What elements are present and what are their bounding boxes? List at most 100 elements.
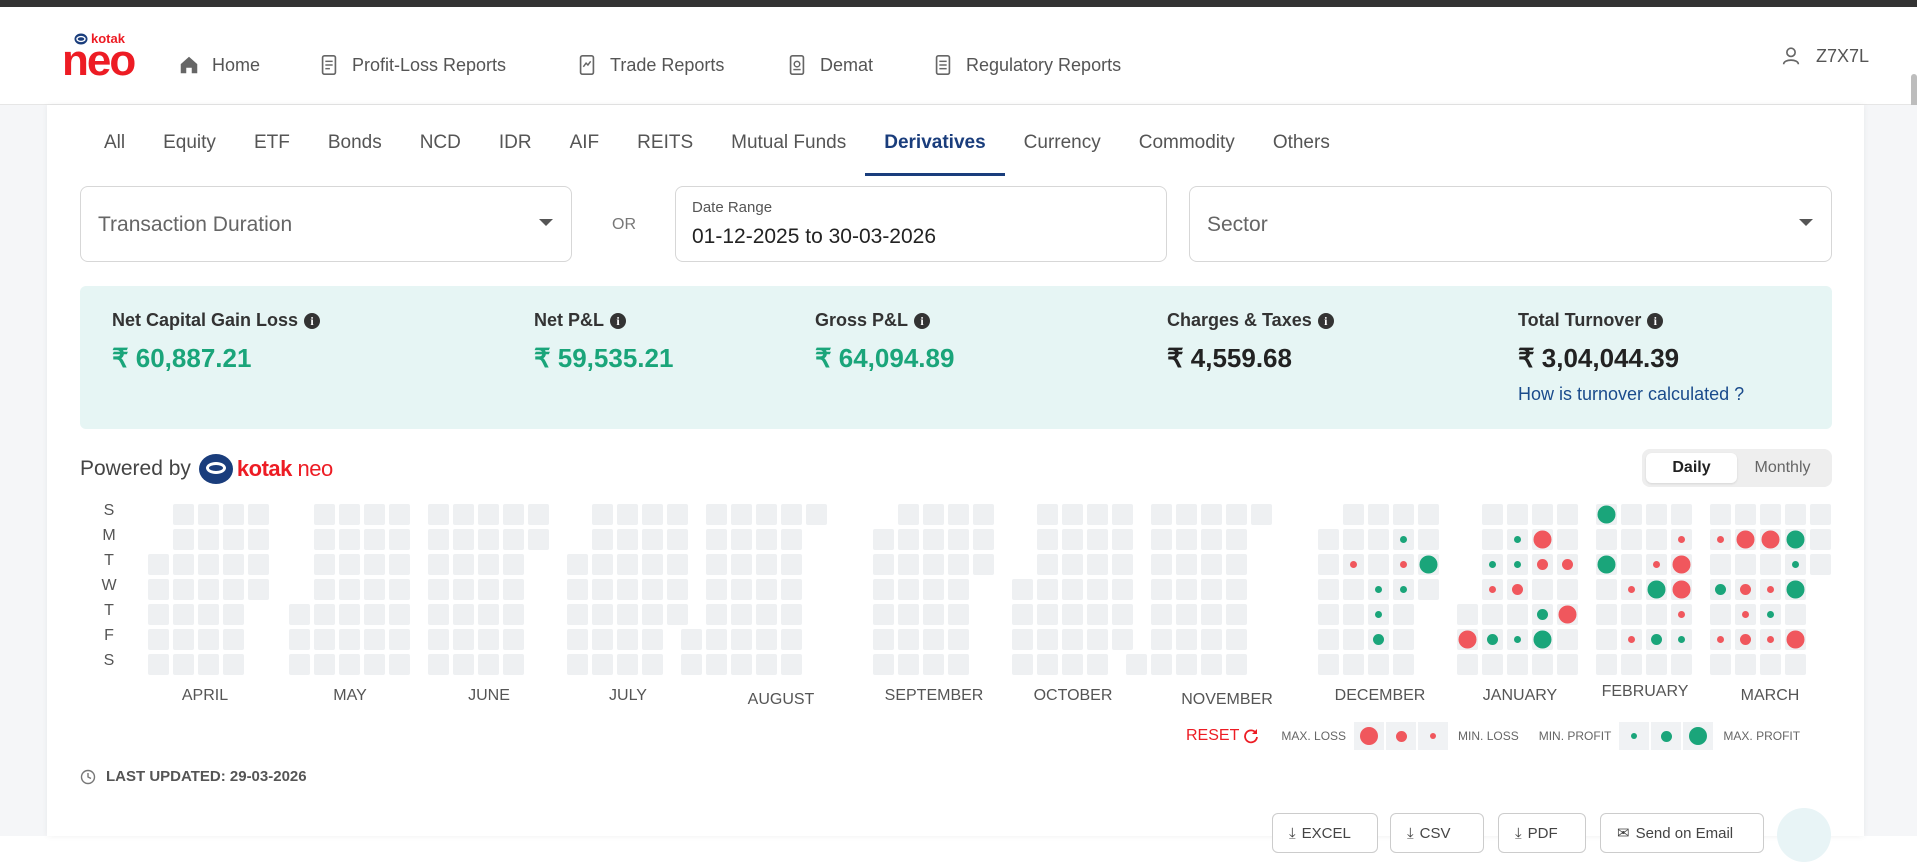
export-excel-button[interactable]: ⤓ EXCEL (1272, 813, 1378, 853)
calendar-day-cell[interactable] (1226, 579, 1247, 600)
loss-day-dot[interactable] (1740, 584, 1751, 595)
loss-day-dot[interactable] (1512, 584, 1523, 595)
sector-select[interactable]: Sector (1189, 186, 1832, 262)
calendar-day-cell[interactable] (756, 579, 777, 600)
calendar-day-cell[interactable] (1151, 604, 1172, 625)
calendar-day-cell[interactable] (898, 579, 919, 600)
info-icon[interactable]: i (1647, 312, 1664, 329)
calendar-day-cell[interactable] (173, 604, 194, 625)
calendar-day-cell[interactable] (617, 504, 638, 525)
turnover-info-link[interactable]: How is turnover calculated ? (1518, 384, 1745, 404)
calendar-day-cell[interactable] (1087, 529, 1108, 550)
calendar-day-cell[interactable] (731, 504, 752, 525)
calendar-day-cell[interactable] (898, 504, 919, 525)
calendar-day-cell[interactable] (198, 504, 219, 525)
calendar-day-cell[interactable] (1201, 604, 1222, 625)
calendar-day-cell[interactable] (1710, 604, 1731, 625)
calendar-day-cell[interactable] (1176, 554, 1197, 575)
loss-day-dot[interactable] (1533, 530, 1552, 549)
calendar-day-cell[interactable] (339, 504, 360, 525)
calendar-day-cell[interactable] (314, 554, 335, 575)
calendar-day-cell[interactable] (1318, 529, 1339, 550)
calendar-day-cell[interactable] (948, 529, 969, 550)
calendar-day-cell[interactable] (1126, 654, 1147, 675)
calendar-day-cell[interactable] (1621, 654, 1642, 675)
calendar-day-cell[interactable] (478, 604, 499, 625)
profit-day-dot[interactable] (1375, 586, 1382, 593)
calendar-day-cell[interactable] (1112, 629, 1133, 650)
calendar-day-cell[interactable] (314, 504, 335, 525)
calendar-day-cell[interactable] (389, 579, 410, 600)
calendar-day-cell[interactable] (478, 504, 499, 525)
nav-demat[interactable]: Demat (786, 45, 873, 85)
loss-day-dot[interactable] (1458, 630, 1477, 649)
calendar-day-cell[interactable] (1710, 504, 1731, 525)
loss-day-dot[interactable] (1628, 636, 1635, 643)
loss-day-dot[interactable] (1767, 586, 1774, 593)
calendar-day-cell[interactable] (1226, 529, 1247, 550)
calendar-day-cell[interactable] (428, 554, 449, 575)
calendar-day-cell[interactable] (781, 579, 802, 600)
calendar-day-cell[interactable] (1037, 604, 1058, 625)
calendar-day-cell[interactable] (1318, 554, 1339, 575)
calendar-day-cell[interactable] (1087, 504, 1108, 525)
calendar-day-cell[interactable] (1343, 579, 1364, 600)
calendar-day-cell[interactable] (1785, 504, 1806, 525)
calendar-day-cell[interactable] (148, 629, 169, 650)
calendar-day-cell[interactable] (173, 529, 194, 550)
calendar-day-cell[interactable] (478, 529, 499, 550)
calendar-day-cell[interactable] (1457, 604, 1478, 625)
loss-day-dot[interactable] (1653, 561, 1660, 568)
calendar-day-cell[interactable] (642, 604, 663, 625)
calendar-day-cell[interactable] (1393, 504, 1414, 525)
calendar-day-cell[interactable] (1418, 579, 1439, 600)
calendar-day-cell[interactable] (1735, 504, 1756, 525)
loss-day-dot[interactable] (1742, 611, 1749, 618)
calendar-day-cell[interactable] (1418, 529, 1439, 550)
calendar-day-cell[interactable] (923, 579, 944, 600)
calendar-day-cell[interactable] (681, 629, 702, 650)
calendar-day-cell[interactable] (478, 579, 499, 600)
calendar-day-cell[interactable] (1457, 654, 1478, 675)
calendar-day-cell[interactable] (567, 579, 588, 600)
profit-day-dot[interactable] (1489, 561, 1496, 568)
calendar-day-cell[interactable] (642, 554, 663, 575)
calendar-day-cell[interactable] (1037, 529, 1058, 550)
calendar-day-cell[interactable] (1062, 654, 1083, 675)
calendar-day-cell[interactable] (1343, 604, 1364, 625)
calendar-day-cell[interactable] (248, 504, 269, 525)
calendar-day-cell[interactable] (1393, 654, 1414, 675)
calendar-day-cell[interactable] (1176, 579, 1197, 600)
calendar-day-cell[interactable] (1176, 504, 1197, 525)
loss-day-dot[interactable] (1537, 559, 1548, 570)
calendar-day-cell[interactable] (731, 554, 752, 575)
calendar-day-cell[interactable] (948, 504, 969, 525)
calendar-day-cell[interactable] (973, 504, 994, 525)
calendar-day-cell[interactable] (667, 604, 688, 625)
calendar-day-cell[interactable] (1176, 654, 1197, 675)
calendar-day-cell[interactable] (1507, 504, 1528, 525)
calendar-day-cell[interactable] (1368, 504, 1389, 525)
calendar-day-cell[interactable] (592, 604, 613, 625)
tab-reits[interactable]: REITS (637, 132, 694, 153)
calendar-day-cell[interactable] (1226, 654, 1247, 675)
calendar-day-cell[interactable] (1368, 654, 1389, 675)
calendar-day-cell[interactable] (781, 604, 802, 625)
calendar-day-cell[interactable] (1318, 604, 1339, 625)
calendar-day-cell[interactable] (148, 604, 169, 625)
calendar-day-cell[interactable] (756, 554, 777, 575)
profit-day-dot[interactable] (1792, 561, 1799, 568)
loss-day-dot[interactable] (1678, 536, 1685, 543)
tab-mutual-funds[interactable]: Mutual Funds (731, 132, 847, 153)
calendar-day-cell[interactable] (1621, 529, 1642, 550)
calendar-day-cell[interactable] (781, 554, 802, 575)
calendar-day-cell[interactable] (1760, 554, 1781, 575)
calendar-day-cell[interactable] (1646, 529, 1667, 550)
calendar-day-cell[interactable] (592, 504, 613, 525)
nav-trade-reports[interactable]: Trade Reports (576, 45, 724, 85)
calendar-day-cell[interactable] (898, 629, 919, 650)
calendar-day-cell[interactable] (1621, 604, 1642, 625)
nav-profit-loss-reports[interactable]: Profit-Loss Reports (318, 45, 506, 85)
calendar-day-cell[interactable] (173, 654, 194, 675)
calendar-day-cell[interactable] (1810, 529, 1831, 550)
